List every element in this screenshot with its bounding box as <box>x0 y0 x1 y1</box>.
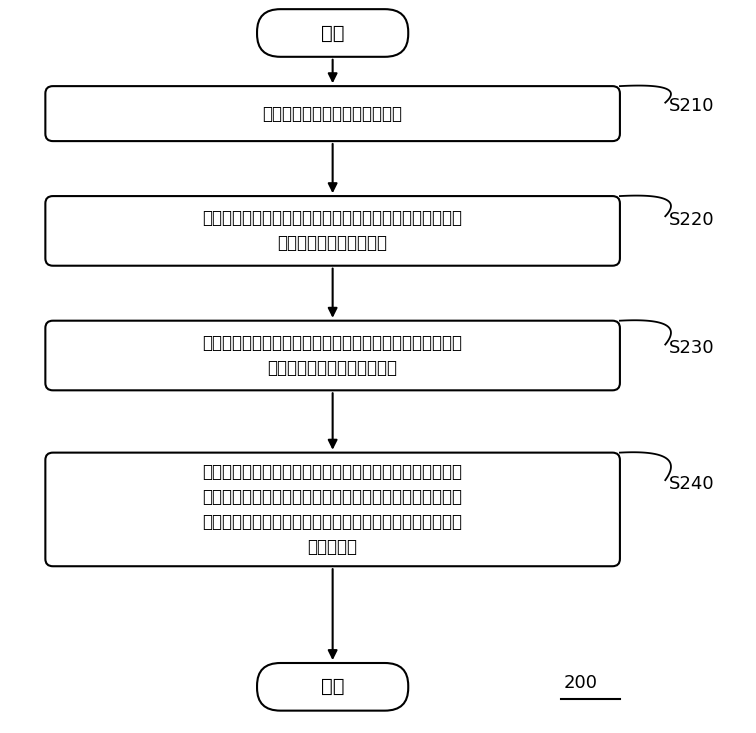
Text: 获取多路语音信号混音后的和値: 获取多路语音信号混音后的和値 <box>262 105 403 122</box>
FancyBboxPatch shape <box>257 10 408 57</box>
FancyBboxPatch shape <box>257 663 408 711</box>
Text: 开始: 开始 <box>321 23 345 43</box>
FancyBboxPatch shape <box>45 196 620 265</box>
Text: S220: S220 <box>669 211 714 229</box>
Text: S210: S210 <box>669 97 714 115</box>
FancyBboxPatch shape <box>45 86 620 141</box>
Text: 当所述多路语音信号混音后的和値编码位数超过设定位数阙
値时，计算第一比例因子: 当所述多路语音信号混音后的和値编码位数超过设定位数阙 値时，计算第一比例因子 <box>203 210 463 252</box>
Text: 200: 200 <box>563 674 597 692</box>
FancyBboxPatch shape <box>45 321 620 390</box>
FancyBboxPatch shape <box>45 453 620 566</box>
Text: S240: S240 <box>669 475 714 493</box>
Text: 当第一算位信号的编码位数超过设定位数阙値时，计算第二
比例因子，使用所述第二比例因子对所述第一算位信号进行
算位处理，直至多路语音信号的混音信号的编码位数低于设: 当第一算位信号的编码位数超过设定位数阙値时，计算第二 比例因子，使用所述第二比例… <box>203 463 463 556</box>
Text: S230: S230 <box>669 339 714 357</box>
Text: 使用所述第一比例因子对所述多路语音信号的混音信号进行
算位处理，获取第一算位信号: 使用所述第一比例因子对所述多路语音信号的混音信号进行 算位处理，获取第一算位信号 <box>203 334 463 377</box>
Text: 结束: 结束 <box>321 677 345 696</box>
